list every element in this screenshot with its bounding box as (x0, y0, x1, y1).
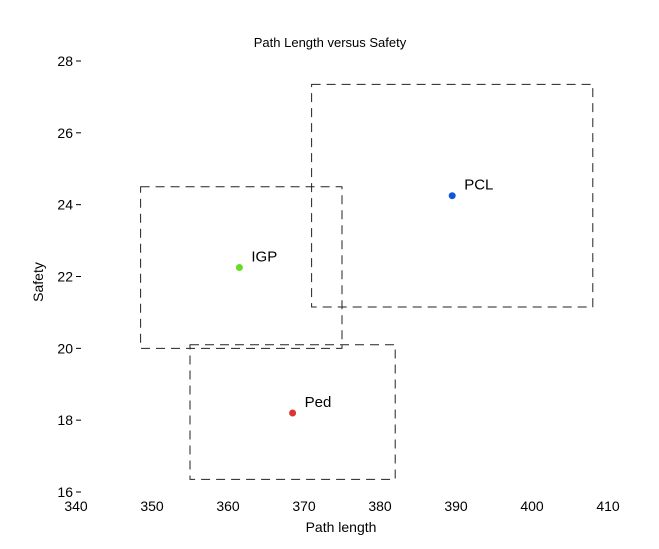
y-tick-label: 28 (57, 53, 73, 69)
point-label-igp: IGP (251, 249, 277, 266)
x-tick-label: 380 (368, 498, 392, 514)
x-tick-label: 360 (216, 498, 240, 514)
range-box-pcl (311, 83, 594, 308)
x-tick-label: 350 (140, 498, 164, 514)
point-label-pcl: PCL (464, 177, 493, 194)
range-box-ped (189, 344, 396, 480)
point-pcl (448, 192, 456, 200)
y-tick-label: 26 (57, 125, 73, 141)
point-igp (235, 264, 243, 272)
y-axis-label: Safety (30, 262, 46, 302)
y-tick-label: 16 (57, 484, 73, 500)
x-tick-label: 400 (520, 498, 544, 514)
x-tick-label: 340 (64, 498, 88, 514)
chart-title: Path Length versus Safety (254, 35, 407, 50)
points-layer: IGP PCL Ped (235, 177, 493, 417)
y-tick-label: 22 (57, 269, 73, 285)
x-tick-label: 410 (596, 498, 620, 514)
ranges-layer (140, 83, 594, 480)
x-tick-label: 370 (292, 498, 316, 514)
x-axis-label: Path length (306, 519, 377, 535)
point-ped (289, 409, 297, 417)
y-tick-label: 18 (57, 412, 73, 428)
point-label-ped: Ped (305, 394, 332, 411)
x-tick-label: 390 (444, 498, 468, 514)
range-box-igp (140, 186, 343, 349)
axes-layer: 16 18 20 22 24 26 28 340 350 360 370 380 390 400 410 (57, 53, 619, 514)
y-tick-label: 24 (57, 197, 73, 213)
y-tick-label: 20 (57, 340, 73, 356)
